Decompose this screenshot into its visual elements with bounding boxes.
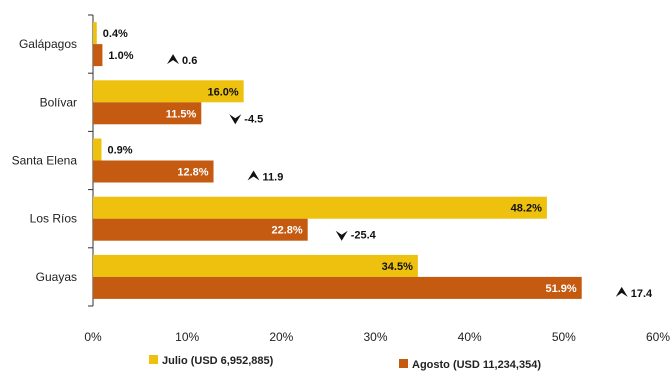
- bar-agosto: [93, 276, 582, 299]
- change-label: 17.4: [631, 288, 653, 300]
- category-label: Santa Elena: [12, 154, 78, 168]
- data-label: 1.0%: [108, 50, 133, 62]
- legend-swatch: [149, 355, 158, 364]
- x-tick-label: 60%: [646, 330, 670, 344]
- bar-agosto: [93, 102, 202, 125]
- x-tick-label: 10%: [175, 330, 199, 344]
- x-tick-label: 50%: [552, 330, 576, 344]
- data-label: 34.5%: [382, 261, 413, 273]
- change-label: -25.4: [351, 230, 377, 242]
- data-label: 51.9%: [546, 283, 577, 295]
- change-label: 11.9: [263, 172, 284, 184]
- bar-julio: [93, 254, 418, 277]
- legend-label: Julio (USD 6,952,885): [162, 355, 274, 367]
- arrow-up-icon: [167, 54, 180, 65]
- data-label: 48.2%: [511, 203, 542, 215]
- x-tick-label: 0%: [84, 330, 102, 344]
- x-tick-label: 30%: [363, 330, 387, 344]
- bar-julio: [93, 196, 547, 219]
- data-label: 0.9%: [107, 145, 132, 157]
- x-tick-label: 40%: [458, 330, 482, 344]
- data-label: 12.8%: [177, 167, 208, 179]
- bar-agosto: [93, 44, 103, 67]
- data-label: 0.4%: [103, 28, 128, 40]
- category-label: Galápagos: [19, 37, 77, 51]
- arrow-down-icon: [335, 230, 348, 241]
- category-label: Guayas: [36, 270, 77, 284]
- bar-julio: [93, 138, 102, 161]
- x-tick-label: 20%: [269, 330, 293, 344]
- data-label: 16.0%: [207, 86, 238, 98]
- arrow-up-icon: [615, 286, 628, 297]
- change-label: 0.6: [182, 55, 197, 67]
- bar-julio: [93, 22, 97, 45]
- bar-julio: [93, 80, 244, 103]
- arrow-up-icon: [247, 170, 260, 181]
- arrow-down-icon: [229, 114, 242, 125]
- legend-swatch: [399, 359, 408, 368]
- data-label: 22.8%: [271, 225, 302, 237]
- category-label: Los Ríos: [30, 212, 77, 226]
- bar-agosto: [93, 218, 308, 241]
- bar-agosto: [93, 160, 214, 183]
- change-label: -4.5: [244, 113, 263, 125]
- data-label: 11.5%: [166, 108, 197, 120]
- legend-label: Agosto (USD 11,234,354): [412, 359, 541, 371]
- category-label: Bolívar: [40, 95, 77, 109]
